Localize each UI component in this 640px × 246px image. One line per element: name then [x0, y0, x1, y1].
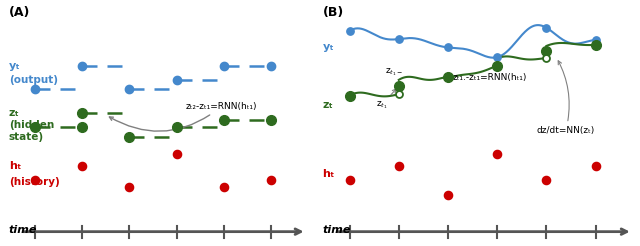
Point	[591, 38, 601, 42]
Text: yₜ: yₜ	[323, 42, 334, 52]
Point	[492, 55, 502, 59]
Text: dz/dt=NN(zₜ): dz/dt=NN(zₜ)	[536, 61, 595, 135]
Point	[344, 178, 355, 182]
Text: (history): (history)	[9, 177, 60, 187]
Text: zₜ₂-zₜ₁=RNN(hₜ₁): zₜ₂-zₜ₁=RNN(hₜ₁)	[109, 102, 257, 131]
Text: hₜ: hₜ	[323, 169, 335, 179]
Point	[172, 152, 182, 156]
Point	[492, 152, 502, 156]
Text: z$_{t_{1}}$: z$_{t_{1}}$	[376, 89, 396, 111]
Text: z$_{t_{1}-}$: z$_{t_{1}-}$	[385, 67, 403, 90]
Text: time: time	[9, 225, 37, 235]
Point	[443, 193, 453, 197]
Text: (hidden: (hidden	[9, 120, 54, 130]
Point	[29, 178, 40, 182]
Text: zₜ₁.-zₜ₁=RNN(hₜ₁): zₜ₁.-zₜ₁=RNN(hₜ₁)	[453, 73, 527, 82]
Text: (B): (B)	[323, 6, 344, 19]
Point	[77, 164, 87, 168]
Text: zₜ: zₜ	[323, 100, 333, 109]
Point	[541, 178, 552, 182]
Text: hₜ: hₜ	[9, 161, 21, 171]
Text: (output): (output)	[9, 75, 58, 85]
Point	[124, 184, 134, 188]
Point	[443, 46, 453, 49]
Text: yₜ: yₜ	[9, 61, 20, 71]
Text: time: time	[323, 225, 351, 235]
Point	[591, 164, 601, 168]
Point	[266, 178, 276, 182]
Point	[344, 29, 355, 33]
Point	[541, 26, 552, 30]
Text: zₜ: zₜ	[9, 108, 19, 118]
Text: state): state)	[9, 132, 44, 142]
Point	[394, 164, 404, 168]
Point	[219, 184, 229, 188]
Text: (A): (A)	[9, 6, 30, 19]
Point	[394, 37, 404, 41]
